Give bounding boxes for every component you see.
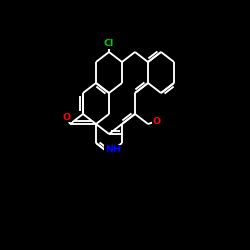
Text: O: O	[153, 116, 161, 126]
Text: NH: NH	[105, 146, 121, 154]
Text: Cl: Cl	[104, 40, 114, 48]
Text: O: O	[63, 112, 71, 122]
